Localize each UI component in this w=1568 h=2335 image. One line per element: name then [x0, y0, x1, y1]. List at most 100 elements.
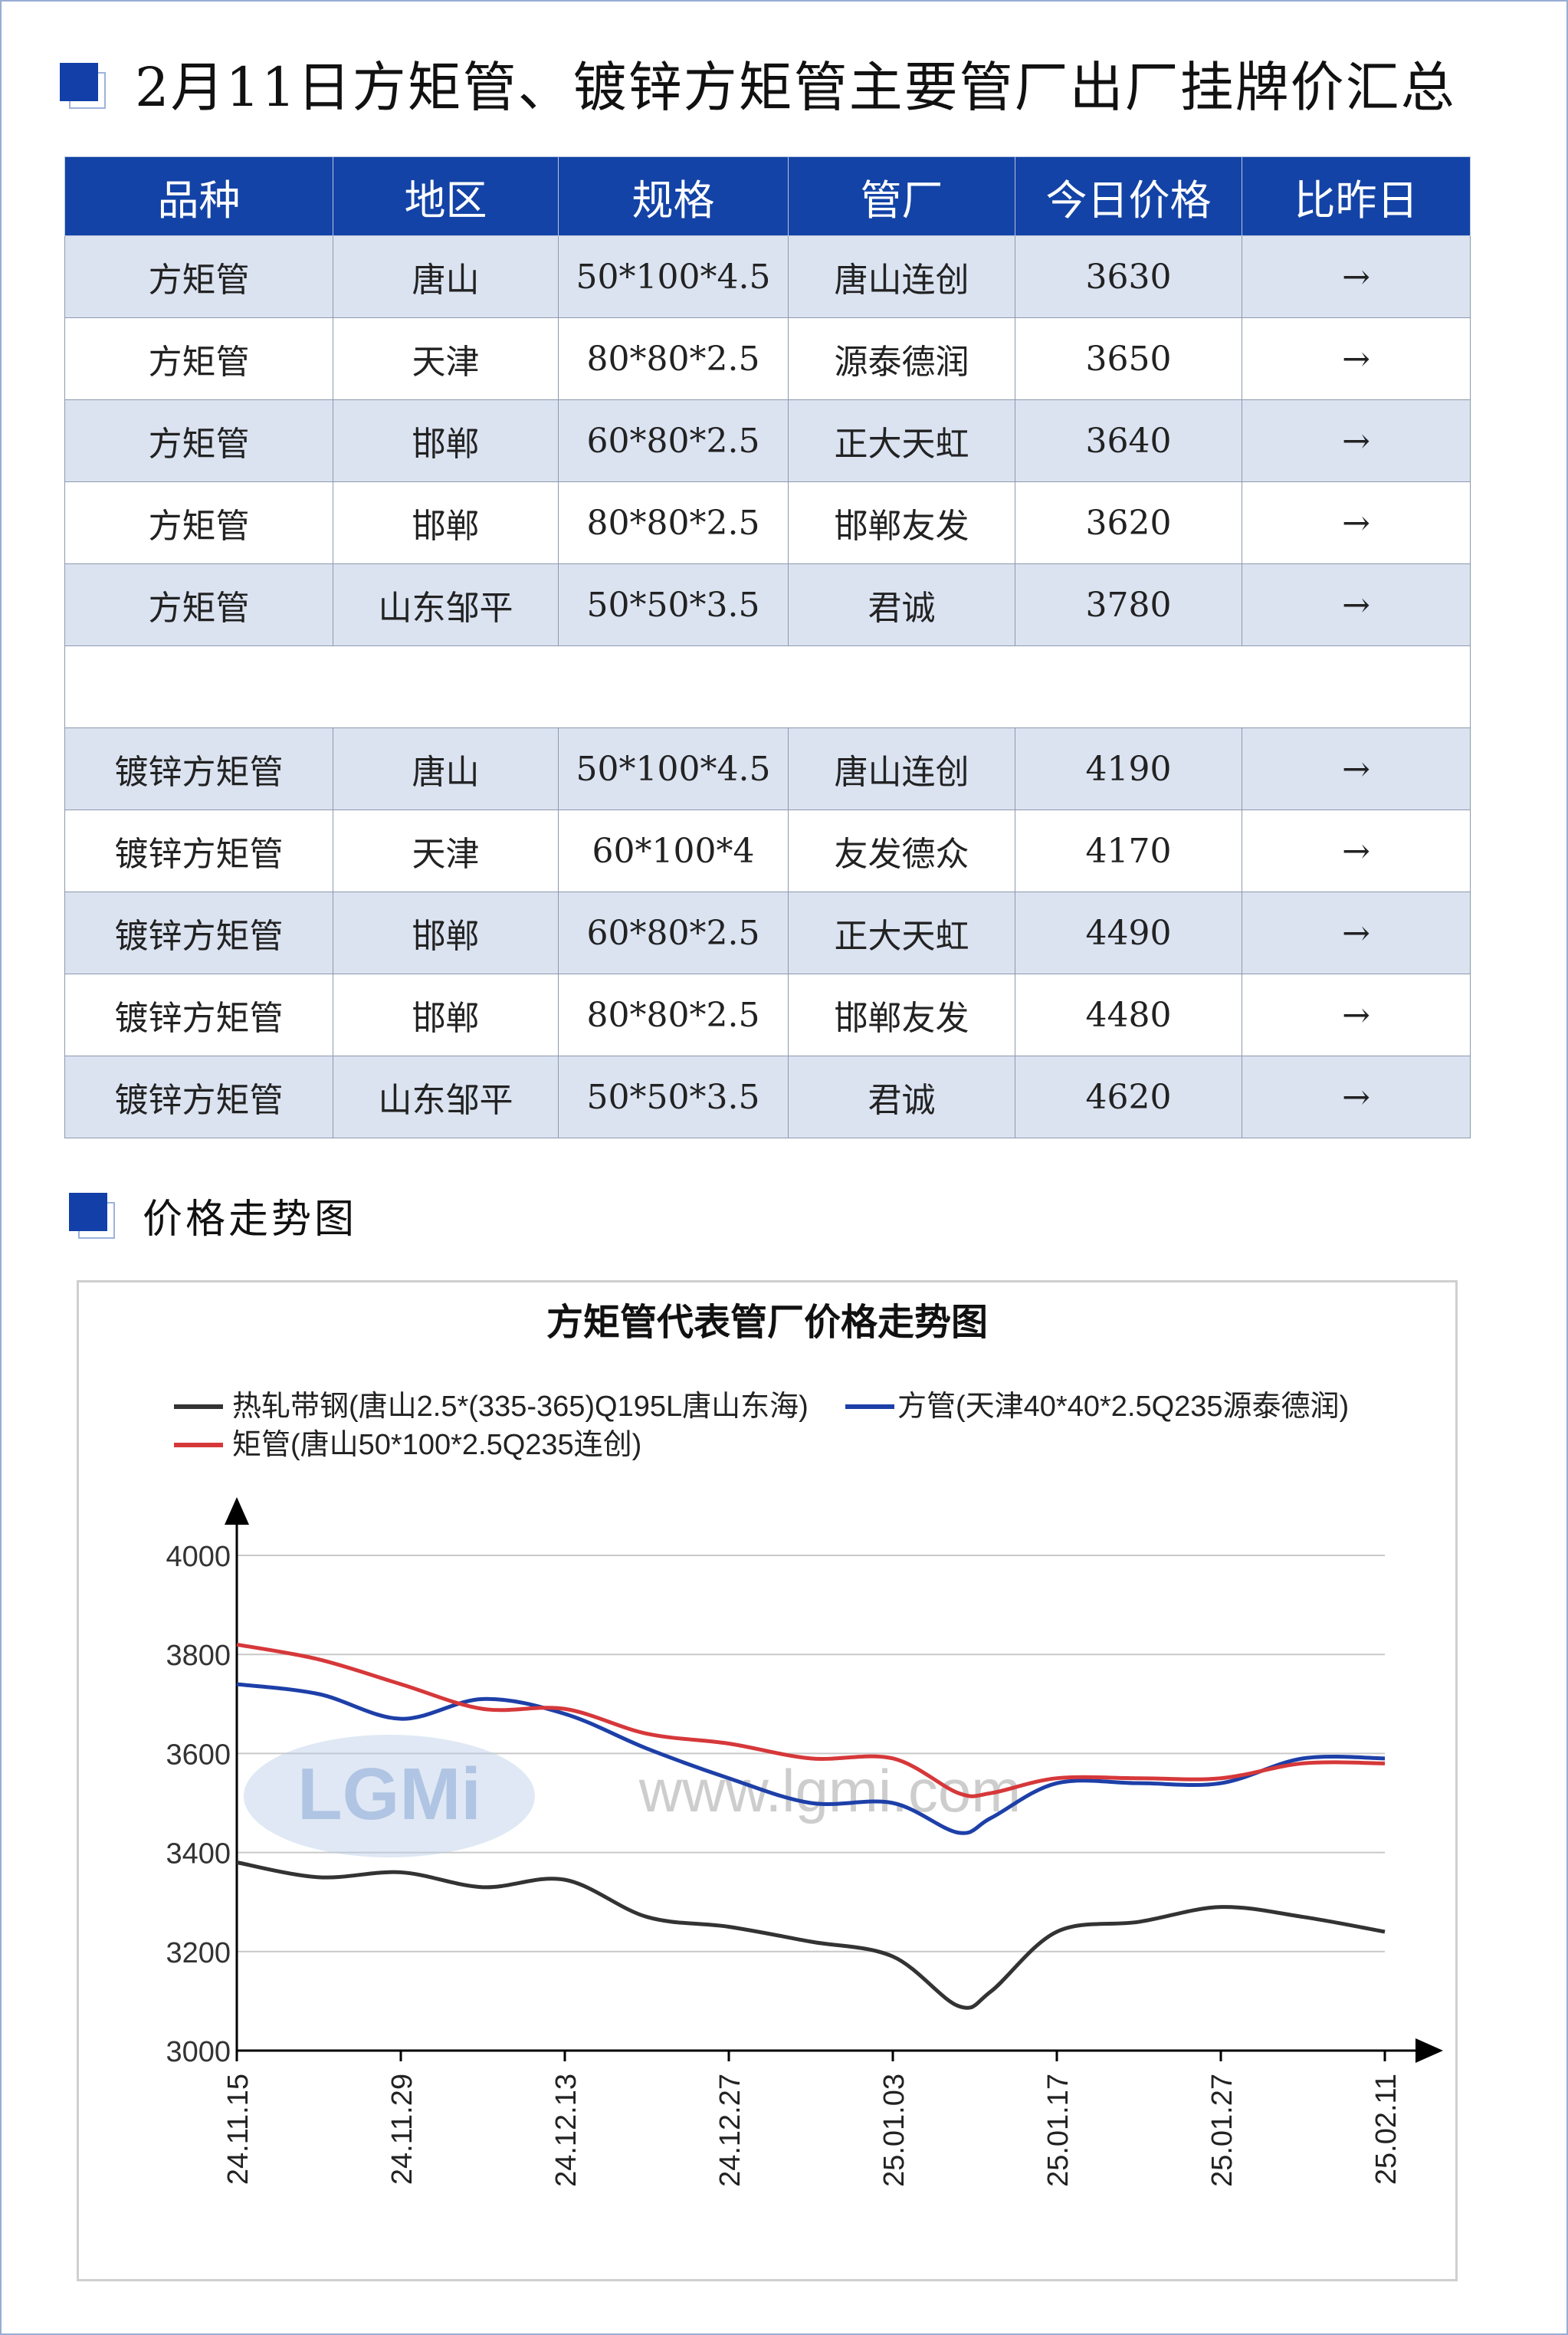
- watermark-logo-icon: [244, 1735, 535, 1857]
- x-tick-label: 24.12.13: [550, 2074, 582, 2187]
- table-cell: 邯郸友发: [788, 481, 1015, 564]
- watermark-logo: LGMi: [297, 1753, 481, 1835]
- table-cell: 50*50*3.5: [558, 563, 789, 646]
- table-cell: 50*100*4.5: [558, 727, 789, 810]
- table-cell: 镀锌方矩管: [64, 727, 333, 810]
- table-cell: →: [1242, 563, 1471, 646]
- table-row: 镀锌方矩管 山东邹平 50*50*3.5 君诚 4620 →: [64, 1056, 1471, 1138]
- price-trend-chart: 方矩管代表管厂价格走势图热轧带钢(唐山2.5*(335-365)Q195L唐山东…: [166, 1302, 1443, 2187]
- table-row: 方矩管 邯郸 60*80*2.5 正大天虹 3640 →: [64, 399, 1471, 482]
- table-cell: 4190: [1015, 727, 1242, 810]
- x-tick-label: 25.02.11: [1370, 2074, 1402, 2185]
- table-cell: 4170: [1015, 810, 1242, 892]
- table-cell: 源泰德润: [788, 317, 1015, 400]
- column-header: 规格: [558, 156, 789, 236]
- table-cell: 山东邹平: [333, 1056, 559, 1138]
- table-row: 镀锌方矩管 邯郸 80*80*2.5 邯郸友发 4480 →: [64, 974, 1471, 1056]
- table-cell: 60*80*2.5: [558, 399, 789, 482]
- table-cell: 镀锌方矩管: [64, 810, 333, 892]
- table-cell: 唐山连创: [788, 727, 1015, 810]
- legend-label: 方管(天津40*40*2.5Q235源泰德润): [897, 1391, 1349, 1423]
- y-tick-label: 4000: [166, 1541, 231, 1573]
- table-row: 镀锌方矩管 天津 60*100*4 友发德众 4170 →: [64, 810, 1471, 892]
- table-cell: →: [1242, 974, 1471, 1056]
- table-row: 镀锌方矩管 唐山 50*100*4.5 唐山连创 4190 →: [64, 727, 1471, 810]
- table-cell: 3640: [1015, 399, 1242, 482]
- table-cell: 镀锌方矩管: [64, 974, 333, 1056]
- table-cell: 80*80*2.5: [558, 481, 789, 564]
- table-cell: 邯郸: [333, 892, 559, 974]
- table-cell: 60*100*4: [558, 810, 789, 892]
- legend-label: 热轧带钢(唐山2.5*(335-365)Q195L唐山东海): [232, 1391, 809, 1423]
- chart-title: 方矩管代表管厂价格走势图: [546, 1302, 988, 1343]
- legend-label: 矩管(唐山50*100*2.5Q235连创): [232, 1429, 641, 1461]
- table-cell: 友发德众: [788, 810, 1015, 892]
- table-row: 方矩管 唐山 50*100*4.5 唐山连创 3630 →: [64, 235, 1471, 318]
- y-axis-arrow-icon: [225, 1497, 249, 1525]
- table-cell: →: [1242, 399, 1471, 482]
- table-cell: 3630: [1015, 235, 1242, 318]
- x-tick-label: 24.12.27: [714, 2074, 746, 2187]
- y-tick-label: 3200: [166, 1937, 231, 1969]
- table-cell: →: [1242, 892, 1471, 974]
- x-tick-label: 25.01.17: [1042, 2074, 1074, 2187]
- rect-pipe-series-line: [236, 1642, 1386, 1798]
- table-cell: 正大天虹: [788, 892, 1015, 974]
- table-cell: 山东邹平: [333, 563, 559, 646]
- table-cell: →: [1242, 481, 1471, 564]
- table-cell: 60*80*2.5: [558, 892, 789, 974]
- table-cell: 镀锌方矩管: [64, 892, 333, 974]
- table-cell: →: [1242, 1056, 1471, 1138]
- table-cell: 邯郸友发: [788, 974, 1015, 1056]
- table-cell: 3620: [1015, 481, 1242, 564]
- table-cell: 邯郸: [333, 974, 559, 1056]
- table-cell: 3780: [1015, 563, 1242, 646]
- table-cell: 80*80*2.5: [558, 317, 789, 400]
- x-tick-label: 24.11.29: [386, 2074, 418, 2185]
- table-row: 方矩管 邯郸 80*80*2.5 邯郸友发 3620 →: [64, 481, 1471, 564]
- y-tick-label: 3400: [166, 1838, 231, 1870]
- table-cell: 天津: [333, 810, 559, 892]
- x-axis-arrow-icon: [1415, 2038, 1443, 2063]
- table-cell: 君诚: [788, 1056, 1015, 1138]
- table-cell: 唐山: [333, 727, 559, 810]
- table-header-row: 品种 地区 规格 管厂 今日价格 比昨日: [64, 156, 1471, 236]
- spacer-cell: [64, 645, 1471, 728]
- square-pipe-series-line: [236, 1682, 1386, 1835]
- table-cell: 正大天虹: [788, 399, 1015, 482]
- table-cell: 4480: [1015, 974, 1242, 1056]
- table-cell: 邯郸: [333, 481, 559, 564]
- table-cell: 君诚: [788, 563, 1015, 646]
- page-title: 2月11日方矩管、镀锌方矩管主要管厂出厂挂牌价汇总: [135, 56, 1456, 119]
- table-cell: →: [1242, 727, 1471, 810]
- x-tick-label: 24.11.15: [222, 2074, 254, 2185]
- table-cell: →: [1242, 810, 1471, 892]
- price-table: 品种 地区 规格 管厂 今日价格 比昨日 方矩管 唐山 50*100*4.5 唐山连创…: [64, 156, 1471, 1138]
- y-tick-label: 3800: [166, 1640, 231, 1672]
- table-cell: 天津: [333, 317, 559, 400]
- table-cell: 镀锌方矩管: [64, 1056, 333, 1138]
- table-spacer-row: [64, 645, 1471, 728]
- table-cell: 80*80*2.5: [558, 974, 789, 1056]
- table-cell: 方矩管: [64, 317, 333, 400]
- table-cell: 4490: [1015, 892, 1242, 974]
- table-cell: 50*100*4.5: [558, 235, 789, 318]
- table-cell: 3650: [1015, 317, 1242, 400]
- x-tick-label: 25.01.03: [878, 2074, 910, 2187]
- table-cell: 50*50*3.5: [558, 1056, 789, 1138]
- hot-rolled-strip-series-line: [236, 1860, 1386, 2010]
- table-row: 方矩管 山东邹平 50*50*3.5 君诚 3780 →: [64, 563, 1471, 646]
- column-header: 品种: [64, 156, 333, 236]
- y-tick-label: 3000: [166, 2036, 231, 2068]
- table-cell: 4620: [1015, 1056, 1242, 1138]
- table-cell: 方矩管: [64, 235, 333, 318]
- table-cell: 方矩管: [64, 481, 333, 564]
- column-header: 比昨日: [1242, 156, 1471, 236]
- table-cell: 方矩管: [64, 563, 333, 646]
- table-cell: 唐山: [333, 235, 559, 318]
- table-row: 方矩管 天津 80*80*2.5 源泰德润 3650 →: [64, 317, 1471, 400]
- table-cell: 邯郸: [333, 399, 559, 482]
- table-cell: 方矩管: [64, 399, 333, 482]
- table-cell: →: [1242, 235, 1471, 318]
